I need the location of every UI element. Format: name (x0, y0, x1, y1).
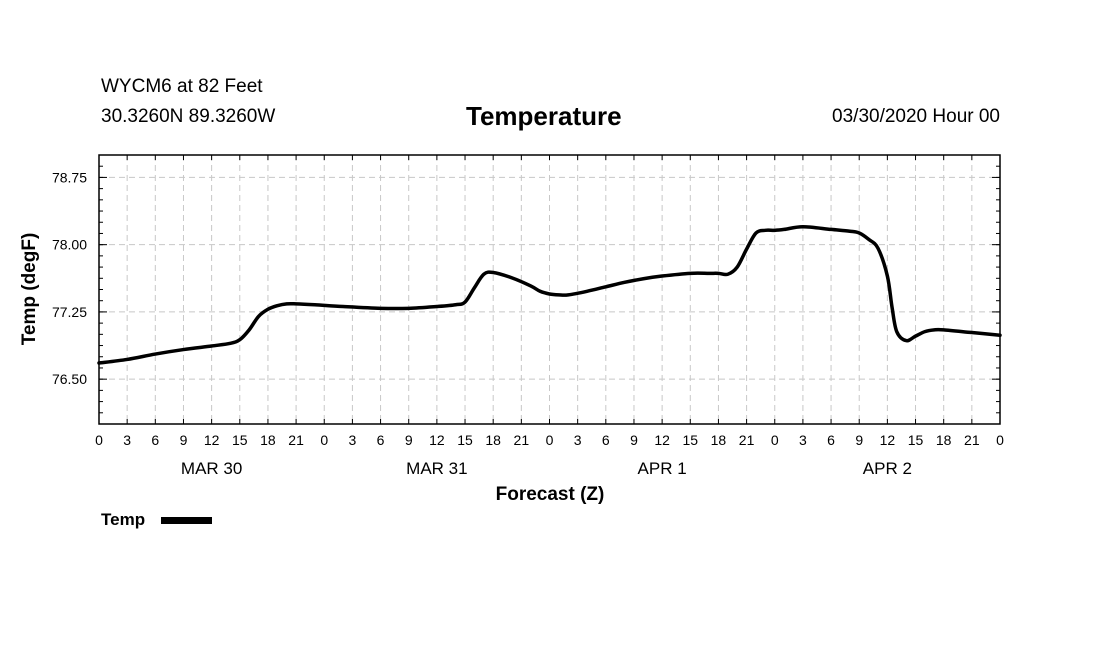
x-tick-label: 12 (654, 432, 670, 448)
y-tick-label: 78.75 (52, 169, 87, 185)
x-tick-label: 0 (320, 432, 328, 448)
x-tick-label: 6 (602, 432, 610, 448)
plot-frame (98, 154, 1001, 425)
x-tick-label: 0 (996, 432, 1004, 448)
legend-swatch (161, 517, 212, 524)
x-tick-label: 12 (880, 432, 896, 448)
day-label: MAR 31 (406, 459, 467, 478)
x-tick-label: 0 (771, 432, 779, 448)
x-tick-label: 21 (288, 432, 304, 448)
x-tick-label: 3 (349, 432, 357, 448)
station-label: WYCM6 at 82 Feet (101, 76, 263, 97)
temp-series-line (97, 224, 1002, 365)
chart-title: Temperature (466, 101, 622, 131)
x-tick-label: 18 (711, 432, 727, 448)
x-tick-label: 6 (827, 432, 835, 448)
x-tick-label: 6 (151, 432, 159, 448)
x-tick-label: 0 (546, 432, 554, 448)
day-labels: MAR 30 MAR 31 APR 1 APR 2 (181, 459, 912, 478)
day-label: APR 1 (638, 459, 687, 478)
x-tick-label: 9 (630, 432, 638, 448)
coordinates-label: 30.3260N 89.3260W (101, 106, 276, 127)
x-tick-label: 6 (377, 432, 385, 448)
x-tick-label: 3 (799, 432, 807, 448)
legend-label: Temp (101, 510, 145, 529)
forecast-datetime: 03/30/2020 Hour 00 (832, 106, 1000, 127)
x-tick-label: 18 (260, 432, 276, 448)
x-tick-label: 21 (964, 432, 980, 448)
x-tick-label: 0 (95, 432, 103, 448)
x-tick-label: 12 (204, 432, 220, 448)
x-tick-label: 9 (405, 432, 413, 448)
y-tick-label: 76.50 (52, 371, 87, 387)
x-tick-label: 15 (682, 432, 698, 448)
y-tick-label: 77.25 (52, 304, 87, 320)
legend: Temp (101, 510, 212, 529)
x-tick-label: 15 (457, 432, 473, 448)
y-tick-label: 78.00 (52, 237, 87, 253)
x-axis-label: Forecast (Z) (496, 484, 605, 505)
x-tick-label: 9 (180, 432, 188, 448)
x-tick-label: 21 (514, 432, 530, 448)
x-tick-label: 9 (855, 432, 863, 448)
x-tick-label: 12 (429, 432, 445, 448)
x-tick-label: 15 (232, 432, 248, 448)
grid-lines (99, 155, 1000, 424)
x-tick-label: 18 (936, 432, 952, 448)
x-tick-label: 18 (485, 432, 501, 448)
day-label: APR 2 (863, 459, 912, 478)
x-tick-label: 3 (123, 432, 131, 448)
y-axis-ticks: 76.50 77.25 78.00 78.75 (52, 169, 87, 387)
y-axis-label: Temp (degF) (19, 233, 40, 346)
x-tick-label: 15 (908, 432, 924, 448)
x-tick-label: 3 (574, 432, 582, 448)
x-tick-label: 21 (739, 432, 755, 448)
x-axis-ticks: 0 3 6 9 12 15 18 21 0 3 6 9 12 15 18 21 0 3 6 9 12 15 18 21 0 3 6 9… (95, 432, 1004, 448)
day-label: MAR 30 (181, 459, 242, 478)
